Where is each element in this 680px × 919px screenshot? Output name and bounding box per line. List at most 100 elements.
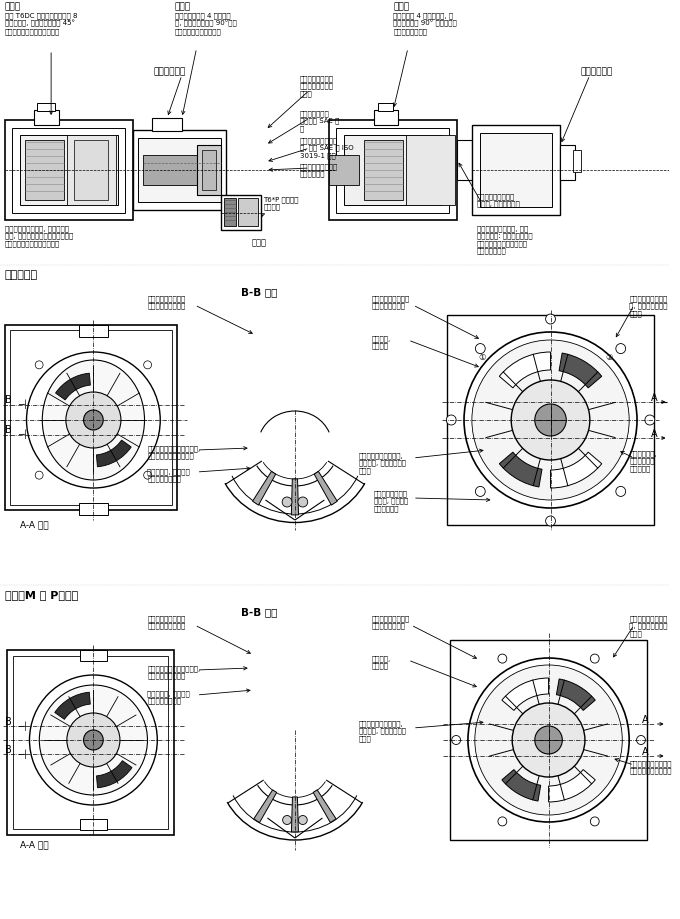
Circle shape xyxy=(645,415,655,425)
Bar xyxy=(573,150,581,172)
Polygon shape xyxy=(292,797,299,832)
Text: A-A 剖视: A-A 剖视 xyxy=(20,840,48,849)
Wedge shape xyxy=(559,353,602,388)
Text: 出油口: 出油口 xyxy=(5,2,21,11)
Circle shape xyxy=(283,815,292,824)
Circle shape xyxy=(616,486,626,496)
Bar xyxy=(152,118,182,131)
Text: 柱销底腔处于平衡压力状态,
压力稍高于出口压力: 柱销底腔处于平衡压力状态, 压力稍高于出口压力 xyxy=(148,665,201,679)
Circle shape xyxy=(299,815,307,824)
Circle shape xyxy=(84,410,103,430)
Wedge shape xyxy=(499,352,551,388)
Text: 柱销底腔处于平衡压力状态,
压力稍高于叶片刃口压力: 柱销底腔处于平衡压力状态, 压力稍高于叶片刃口压力 xyxy=(148,445,201,460)
Wedge shape xyxy=(502,678,549,710)
Circle shape xyxy=(616,344,626,354)
Text: ─┤: ─┤ xyxy=(18,399,28,409)
Circle shape xyxy=(590,817,599,826)
Bar xyxy=(133,130,226,210)
Circle shape xyxy=(35,361,43,369)
Circle shape xyxy=(446,415,456,425)
Bar xyxy=(221,195,260,230)
Bar xyxy=(79,503,108,515)
Wedge shape xyxy=(97,761,132,788)
Text: 叶片在定子长径弧面
上, 将压力腔与吸油
腔隔离: 叶片在定子长径弧面 上, 将压力腔与吸油 腔隔离 xyxy=(629,295,668,317)
Bar xyxy=(472,125,560,215)
Bar xyxy=(201,150,216,190)
Ellipse shape xyxy=(42,360,145,480)
Text: 泵芯组件可成套更换, 每个组件均
包括, 定子环、转子、叶片、柱销、
轴套、定位销以及前、后侧板: 泵芯组件可成套更换, 每个组件均 包括, 定子环、转子、叶片、柱销、 轴套、定位… xyxy=(5,225,73,247)
Bar xyxy=(5,325,177,510)
Bar xyxy=(457,140,472,180)
Circle shape xyxy=(143,471,152,479)
Text: B-B 剖视: B-B 剖视 xyxy=(241,287,277,297)
Polygon shape xyxy=(291,479,299,515)
Bar xyxy=(480,133,552,207)
Polygon shape xyxy=(252,471,275,505)
Text: 叶片由柱销及离心力
作用压向定子内曲面: 叶片由柱销及离心力 作用压向定子内曲面 xyxy=(148,295,186,309)
Circle shape xyxy=(464,332,637,508)
Circle shape xyxy=(468,658,629,822)
Text: 轴端出油口具有 4 个方向位
置, 相对于吸口可按 90°的同
隔转动配置在任一位置上: 轴端出油口具有 4 个方向位 置, 相对于吸口可按 90°的同 隔转动配置在任一… xyxy=(175,12,237,35)
Polygon shape xyxy=(254,789,277,823)
Bar xyxy=(197,145,221,195)
Text: 叶片由柱销及离心力
作用压向定子内曲面: 叶片由柱销及离心力 作用压向定子内曲面 xyxy=(148,615,186,630)
Circle shape xyxy=(298,497,308,507)
Bar xyxy=(13,656,168,829)
Text: A: A xyxy=(642,747,649,757)
Text: 定子环通油斜孔改善
了泵芯的吸油特性: 定子环通油斜孔改善 了泵芯的吸油特性 xyxy=(371,295,410,309)
Bar xyxy=(447,315,653,525)
Text: 灌油口: 灌油口 xyxy=(252,238,267,247)
Circle shape xyxy=(498,817,507,826)
Text: 侧面润滑孔, 向前、后
侧板表面提供润滑: 侧面润滑孔, 向前、后 侧板表面提供润滑 xyxy=(148,690,190,704)
Text: 吸油坡面,
叶片伸出: 吸油坡面, 叶片伸出 xyxy=(371,655,391,669)
Text: 对于 T6DC 后端盖出油口具有 8
个方向位置, 相对于吸口可按 45°
的间隔转动配置在任一位置上: 对于 T6DC 后端盖出油口具有 8 个方向位置, 相对于吸口可按 45° 的间… xyxy=(5,12,78,35)
Text: A-A 剖视: A-A 剖视 xyxy=(20,520,48,529)
Bar xyxy=(20,135,118,205)
Bar xyxy=(80,819,107,830)
Circle shape xyxy=(29,675,157,805)
Bar xyxy=(73,140,108,200)
Text: A: A xyxy=(651,393,658,403)
Text: 侧面供油孔, 向柱销底
腔提供出口压力油: 侧面供油孔, 向柱销底 腔提供出口压力油 xyxy=(148,468,190,482)
Circle shape xyxy=(472,340,629,500)
Polygon shape xyxy=(313,789,336,823)
Text: 叶片处于定子短径
弧面上, 将吸油腔
与压力腔隔离: 叶片处于定子短径 弧面上, 将吸油腔 与压力腔隔离 xyxy=(373,490,408,512)
Bar xyxy=(79,325,108,337)
Bar xyxy=(143,155,221,185)
Text: 多种平键或花键传动
轴, 符合 SAE 及 ISO
3019-1 标准: 多种平键或花键传动 轴, 符合 SAE 及 ISO 3019-1 标准 xyxy=(300,137,354,159)
Text: 车用（M 及 P）型泵: 车用（M 及 P）型泵 xyxy=(5,590,78,600)
Text: 工业用型泵: 工业用型泵 xyxy=(5,270,38,280)
Text: ─┤: ─┤ xyxy=(18,429,28,438)
Text: 叶片处于定子压油坡面,
叶片缩进, 并将油液挤至
出油口: 叶片处于定子压油坡面, 叶片缩进, 并将油液挤至 出油口 xyxy=(359,452,406,474)
Text: 进（吸）油口: 进（吸）油口 xyxy=(154,67,186,76)
Circle shape xyxy=(475,665,622,815)
Circle shape xyxy=(475,486,486,496)
Circle shape xyxy=(498,654,507,664)
Text: 进油（吸）口: 进油（吸）口 xyxy=(580,67,612,76)
Bar xyxy=(224,198,236,226)
Text: ①: ① xyxy=(478,354,486,362)
Text: ─┤: ─┤ xyxy=(18,721,28,731)
Text: 吸油坡面,
叶片伸出: 吸油坡面, 叶片伸出 xyxy=(371,335,391,349)
Text: 安装导向定位孔
定全符合 SAE 标
准: 安装导向定位孔 定全符合 SAE 标 准 xyxy=(300,110,339,131)
Bar xyxy=(406,135,455,205)
Circle shape xyxy=(534,404,566,436)
Text: ②: ② xyxy=(606,354,613,362)
Bar xyxy=(364,140,403,200)
Text: 定子环通油斜孔改善
了泵芯的吸油特性: 定子环通油斜孔改善 了泵芯的吸油特性 xyxy=(371,615,410,630)
Bar xyxy=(329,120,457,220)
Bar xyxy=(24,140,64,200)
Text: 传动轴球轴承保证传
动轴的对中性: 传动轴球轴承保证传 动轴的对中性 xyxy=(300,163,338,177)
Bar xyxy=(10,330,172,505)
Wedge shape xyxy=(502,769,541,801)
Text: B: B xyxy=(5,425,12,435)
Circle shape xyxy=(282,497,292,507)
Circle shape xyxy=(27,352,160,488)
Wedge shape xyxy=(549,769,595,802)
Bar xyxy=(67,135,116,205)
Circle shape xyxy=(545,516,556,526)
Text: 出油口具有 4 个方向位置, 相
对于吸口可按 90° 的间隔转动
配置在任一位置上: 出油口具有 4 个方向位置, 相 对于吸口可按 90° 的间隔转动 配置在任一位… xyxy=(393,12,457,35)
Circle shape xyxy=(545,314,556,324)
Bar xyxy=(12,128,125,213)
Wedge shape xyxy=(97,440,131,467)
